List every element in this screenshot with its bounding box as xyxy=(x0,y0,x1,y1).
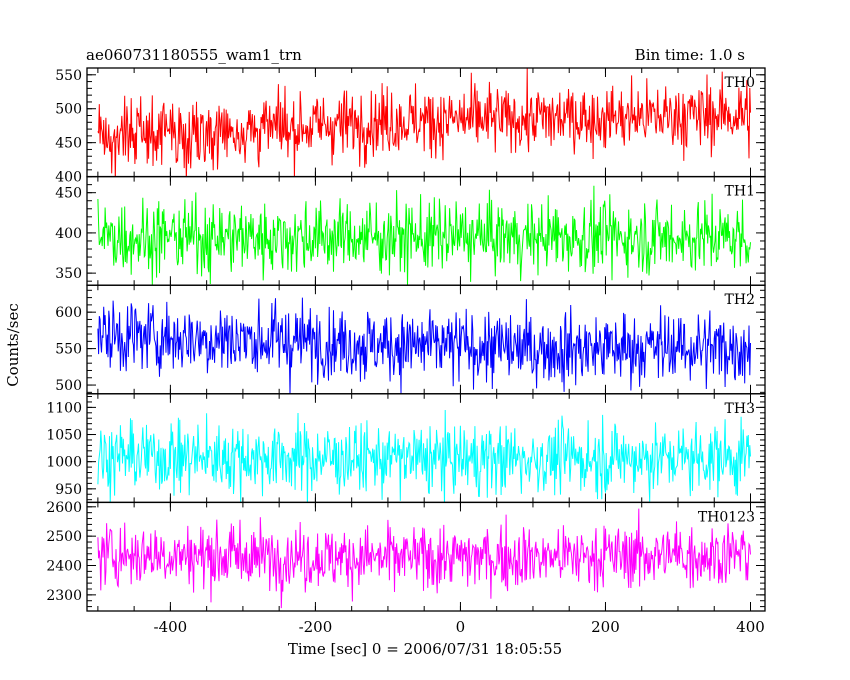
y-tick-label: 500 xyxy=(55,378,82,394)
y-tick-label: 2600 xyxy=(46,500,82,516)
panel-label-th3: TH3 xyxy=(725,401,755,417)
panel-th0123: 2300 2400 2500 2600 TH0123 xyxy=(46,500,766,612)
panel-frame xyxy=(86,501,766,612)
panel-label-th1: TH1 xyxy=(725,184,755,200)
y-axis-label: Counts/sec xyxy=(4,303,22,387)
x-tick-label: 400 xyxy=(736,618,765,636)
x-tick-label: -400 xyxy=(154,618,188,636)
panel-th0: 400 450 500 550 TH0 xyxy=(55,67,766,186)
y-tick-label: 400 xyxy=(55,170,82,186)
y-tick-label: 450 xyxy=(55,186,82,202)
y-tick-label: 2400 xyxy=(46,559,82,575)
y-tick-label: 1100 xyxy=(46,400,82,416)
chart-title: ae060731180555_wam1_trn xyxy=(86,46,302,64)
panel-th2: 500 550 600 TH2 xyxy=(55,284,766,395)
y-tick-label: 550 xyxy=(55,342,82,358)
y-tick-label: 350 xyxy=(55,266,82,282)
panel-label-th0123: TH0123 xyxy=(698,509,755,525)
panel-th1: 350 400 450 TH1 xyxy=(55,175,766,286)
y-tick-label: 1050 xyxy=(46,428,82,444)
series-th3-line xyxy=(97,409,751,503)
panel-label-th2: TH2 xyxy=(725,292,755,308)
x-axis-ticks: -400 -200 0 200 400 xyxy=(154,618,765,636)
series-th2-line xyxy=(97,297,751,394)
y-tick-label: 400 xyxy=(55,226,82,242)
y-tick-label: 950 xyxy=(55,482,82,498)
y-tick-label: 500 xyxy=(55,102,82,118)
y-tick-label: 600 xyxy=(55,305,82,321)
y-tick-label: 450 xyxy=(55,136,82,152)
series-th0123-line xyxy=(97,508,751,609)
y-tick-label: 2500 xyxy=(46,529,82,545)
series-th0-line xyxy=(97,68,751,177)
y-tick-label: 550 xyxy=(55,68,82,84)
y-tick-label: 1000 xyxy=(46,455,82,471)
x-tick-label: 200 xyxy=(591,618,620,636)
panel-th3: 950 1000 1050 1100 TH3 xyxy=(46,393,766,504)
series-th1-line xyxy=(97,185,751,286)
x-tick-label: 0 xyxy=(456,618,466,636)
x-tick-label: -200 xyxy=(299,618,333,636)
chart-subtitle: Bin time: 1.0 s xyxy=(635,46,745,64)
panel-label-th0: TH0 xyxy=(725,75,755,91)
x-axis-label: Time [sec] 0 = 2006/07/31 18:05:55 xyxy=(288,640,562,658)
y-tick-label: 2300 xyxy=(46,588,82,604)
